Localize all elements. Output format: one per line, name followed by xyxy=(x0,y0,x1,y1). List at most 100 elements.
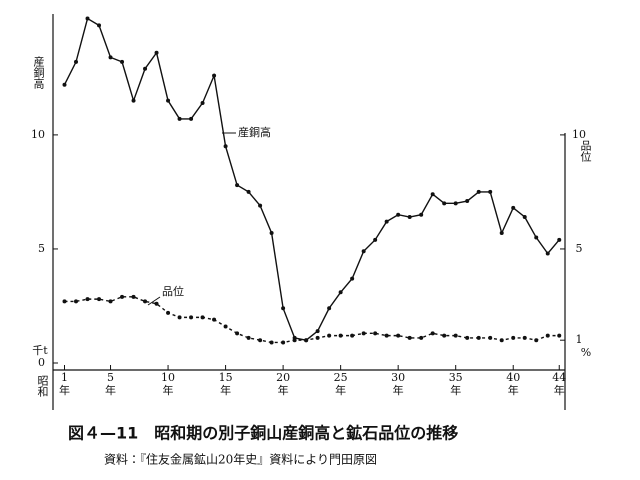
data-point xyxy=(315,335,320,340)
x-tick-label: 5 xyxy=(107,371,114,384)
x-tick-unit: 年 xyxy=(508,383,519,397)
data-point xyxy=(246,189,251,194)
data-point xyxy=(476,335,481,340)
x-tick-label: 30 xyxy=(391,371,405,384)
data-point xyxy=(269,340,274,345)
series-label: 品位 xyxy=(162,285,184,298)
y2-unit: % xyxy=(581,346,591,359)
data-point xyxy=(131,294,136,299)
x-tick-unit: 年 xyxy=(59,383,70,397)
data-point xyxy=(373,237,378,242)
data-point xyxy=(488,189,493,194)
chart-title: 図４—11 昭和期の別子銅山産銅高と鉱石品位の推移 xyxy=(68,424,458,443)
series-line xyxy=(63,17,560,341)
data-point xyxy=(534,338,539,343)
data-point xyxy=(108,299,113,304)
data-point xyxy=(131,98,136,103)
data-point xyxy=(465,199,470,204)
data-point xyxy=(534,235,539,240)
x-tick-unit: 年 xyxy=(163,383,174,397)
data-point xyxy=(488,335,493,340)
data-point xyxy=(350,276,355,281)
x-tick-label: 40 xyxy=(506,371,520,384)
y-unit: 千t xyxy=(32,344,48,357)
data-point xyxy=(200,315,205,320)
x-tick-label: 20 xyxy=(276,371,290,384)
data-point xyxy=(453,333,458,338)
data-point xyxy=(511,335,516,340)
data-point xyxy=(85,297,90,302)
data-point xyxy=(545,333,550,338)
data-point xyxy=(476,189,481,194)
data-point xyxy=(419,335,424,340)
y-tick-label: 5 xyxy=(38,242,45,255)
data-point xyxy=(557,333,562,338)
data-point xyxy=(361,249,366,254)
data-point xyxy=(292,338,297,343)
x-tick-unit: 年 xyxy=(105,383,116,397)
data-point xyxy=(407,215,412,220)
data-point xyxy=(430,331,435,336)
data-point xyxy=(281,340,286,345)
data-point xyxy=(62,299,67,304)
data-point xyxy=(97,297,102,302)
data-point xyxy=(327,306,332,311)
series-label: 産銅高 xyxy=(238,125,271,139)
data-point xyxy=(384,219,389,224)
data-point xyxy=(258,203,263,208)
data-point xyxy=(269,230,274,235)
x-tick-unit: 年 xyxy=(335,383,346,397)
x-tick-unit: 年 xyxy=(278,383,289,397)
y2-tick-label: 10 xyxy=(572,128,586,141)
data-point xyxy=(235,183,240,188)
data-point xyxy=(189,116,194,121)
y-tick-label: 0 xyxy=(38,356,45,369)
data-point xyxy=(246,335,251,340)
data-point xyxy=(74,299,79,304)
data-point xyxy=(396,212,401,217)
x-tick-label: 1 xyxy=(61,371,68,384)
data-point xyxy=(522,335,527,340)
x-axis-label: 昭和 xyxy=(36,375,49,398)
data-point xyxy=(511,205,516,210)
y2-tick-label: 5 xyxy=(576,242,583,255)
data-point xyxy=(177,315,182,320)
data-point xyxy=(120,59,125,64)
data-point xyxy=(338,333,343,338)
data-point xyxy=(545,251,550,256)
data-point xyxy=(166,310,171,315)
data-point xyxy=(166,98,171,103)
x-tick-unit: 年 xyxy=(450,383,461,397)
data-point xyxy=(212,317,217,322)
x-tick-label: 15 xyxy=(219,371,233,384)
data-point xyxy=(407,335,412,340)
annotation-leader xyxy=(147,296,161,306)
data-point xyxy=(223,324,228,329)
data-point xyxy=(499,338,504,343)
data-point xyxy=(315,329,320,334)
data-point xyxy=(304,338,309,343)
data-point xyxy=(350,333,355,338)
data-point xyxy=(235,331,240,336)
data-point xyxy=(465,335,470,340)
data-point xyxy=(361,331,366,336)
data-point xyxy=(557,237,562,242)
data-point xyxy=(108,55,113,60)
data-point xyxy=(258,338,263,343)
data-point xyxy=(143,66,148,71)
data-point xyxy=(177,116,182,121)
y2-axis-label: 品位 xyxy=(579,140,592,162)
y2-tick-label: 1 xyxy=(576,333,583,346)
data-point xyxy=(97,23,102,28)
data-point xyxy=(200,100,205,105)
data-point xyxy=(384,333,389,338)
data-point xyxy=(281,306,286,311)
data-point xyxy=(189,315,194,320)
data-point xyxy=(327,333,332,338)
x-tick-unit: 年 xyxy=(393,383,404,397)
data-point xyxy=(74,59,79,64)
data-point xyxy=(154,301,159,306)
data-point xyxy=(373,331,378,336)
data-point xyxy=(62,82,67,87)
